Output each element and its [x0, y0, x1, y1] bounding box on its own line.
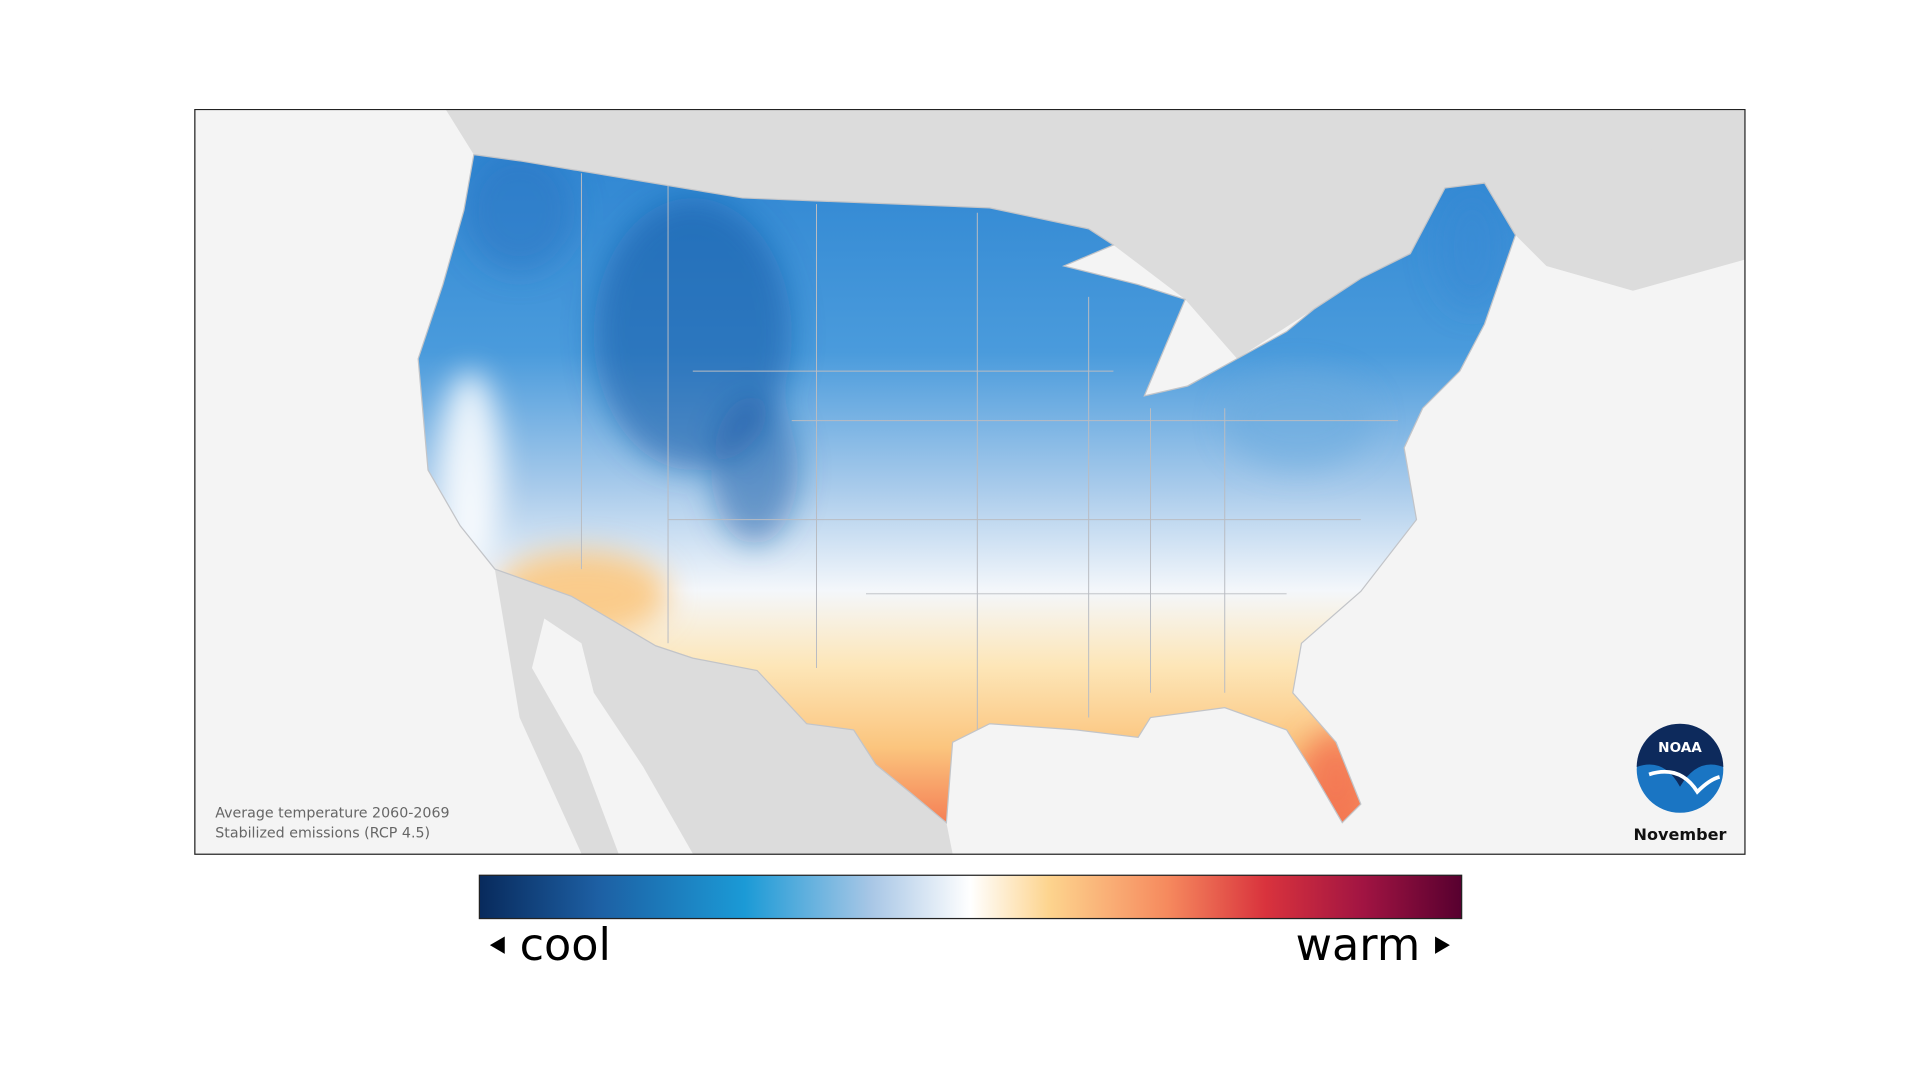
- caption-title: Average temperature 2060-2069: [215, 806, 449, 822]
- arrow-left: [489, 936, 505, 954]
- map-border: [194, 108, 1746, 855]
- color-scale: [478, 874, 1463, 920]
- caption-subtitle: Stabilized emissions (RCP 4.5): [215, 826, 430, 842]
- month-label: November: [1634, 825, 1727, 844]
- noaa-logo: NOAA: [1636, 723, 1724, 813]
- state-borders: [580, 173, 1398, 730]
- legend-high: warm: [1296, 919, 1421, 971]
- logo-text: NOAA: [1658, 740, 1702, 756]
- color-legend: cool warm: [478, 874, 1463, 971]
- map-frame: Average temperature 2060-2069 Stabilized…: [194, 108, 1745, 854]
- canada-island: [1534, 123, 1671, 254]
- canada: [445, 108, 1745, 359]
- mexico: [494, 569, 953, 854]
- arrow-right: [1435, 936, 1450, 954]
- legend-low: cool: [520, 919, 611, 971]
